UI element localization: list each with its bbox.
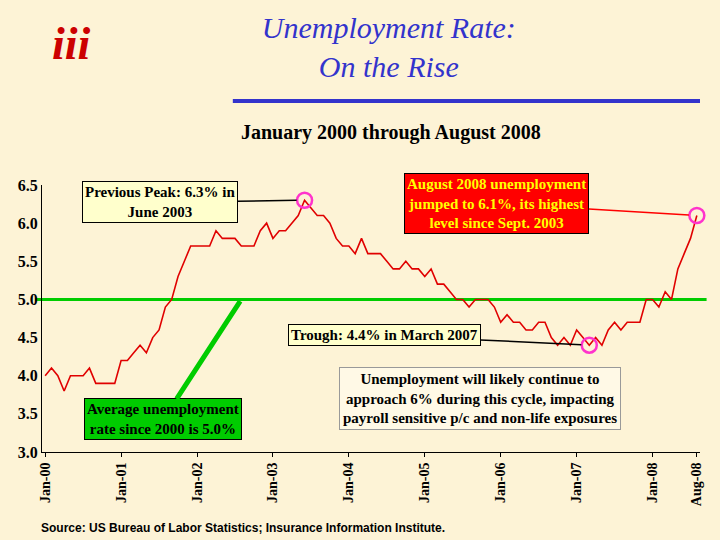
svg-text:iii: iii	[52, 18, 91, 69]
svg-text:Jan-06: Jan-06	[493, 463, 508, 503]
svg-text:Jan-07: Jan-07	[569, 463, 584, 503]
svg-text:Jan-02: Jan-02	[190, 463, 205, 503]
svg-text:3.5: 3.5	[18, 405, 38, 422]
svg-text:Jan-08: Jan-08	[645, 463, 660, 503]
svg-text:6.5: 6.5	[18, 177, 38, 194]
svg-text:Jan-03: Jan-03	[265, 463, 280, 503]
svg-text:Trough: 4.4% in March 2007: Trough: 4.4% in March 2007	[291, 327, 478, 343]
svg-text:August 2008 unemploymentjumped: August 2008 unemploymentjumped to 6.1%, …	[407, 176, 586, 231]
svg-text:Unemployment Rate:On the Rise: Unemployment Rate:On the Rise	[262, 11, 516, 83]
svg-text:4.5: 4.5	[18, 329, 38, 346]
svg-text:Jan-00: Jan-00	[38, 463, 53, 503]
svg-text:Previous Peak: 6.3% inJune 200: Previous Peak: 6.3% inJune 2003	[85, 184, 235, 220]
svg-text:6.0: 6.0	[18, 215, 38, 232]
svg-text:Jan-01: Jan-01	[114, 463, 129, 503]
svg-text:4.0: 4.0	[18, 367, 38, 384]
svg-text:Jan-05: Jan-05	[417, 463, 432, 503]
svg-text:January 2000 through August 20: January 2000 through August 2008	[241, 121, 541, 144]
svg-text:Source: US Bureau of Labor Sta: Source: US Bureau of Labor Statistics; I…	[41, 521, 445, 535]
svg-text:5.0: 5.0	[18, 291, 38, 308]
svg-text:Unemployment will likely conti: Unemployment will likely continue toappr…	[343, 371, 617, 426]
svg-text:5.5: 5.5	[18, 253, 38, 270]
svg-text:3.0: 3.0	[18, 444, 38, 461]
svg-text:Average unemploymentrate since: Average unemploymentrate since 2000 is 5…	[87, 401, 239, 437]
svg-text:Aug-08: Aug-08	[689, 463, 704, 507]
svg-text:Jan-04: Jan-04	[341, 463, 356, 503]
